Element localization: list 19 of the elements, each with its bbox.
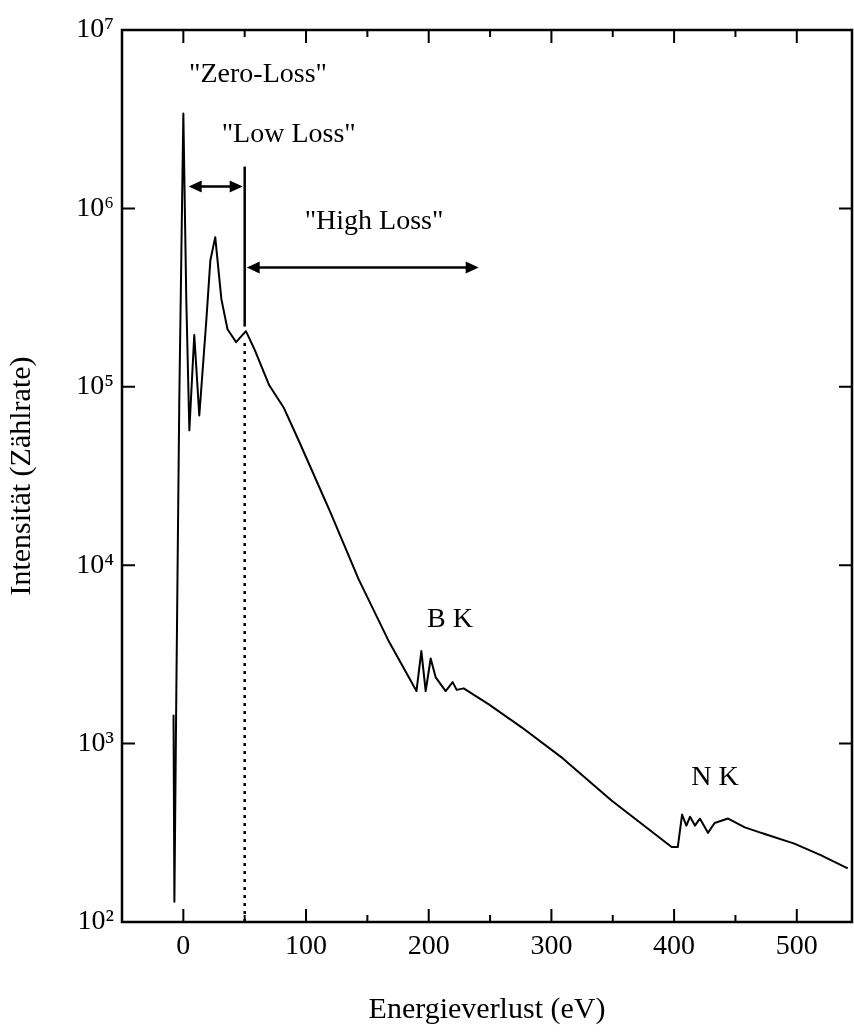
y-axis-title: Intensität (Zählrate) (2, 356, 37, 596)
x-tick-label: 200 (407, 929, 450, 961)
y-tick-label: 10³ (77, 725, 114, 757)
y-tick-label: 10² (77, 904, 114, 936)
x-tick-label: 500 (775, 929, 818, 961)
annotation: "Zero-Loss" (189, 57, 327, 89)
annotation: N K (691, 760, 739, 792)
x-tick-label: 0 (176, 929, 191, 961)
x-tick-label: 100 (285, 929, 328, 961)
x-tick-label: 400 (653, 929, 696, 961)
y-tick-label: 10⁵ (76, 369, 114, 401)
y-tick-label: 10⁷ (76, 12, 114, 44)
y-tick-label: 10⁶ (76, 190, 114, 222)
x-axis-title: Energieverlust (eV) (368, 990, 606, 1025)
annotation: B K (427, 602, 473, 634)
annotation: "Low Loss" (221, 116, 356, 148)
y-tick-label: 10⁴ (76, 547, 114, 579)
x-tick-label: 300 (530, 929, 573, 961)
annotation: "High Loss" (304, 204, 444, 236)
